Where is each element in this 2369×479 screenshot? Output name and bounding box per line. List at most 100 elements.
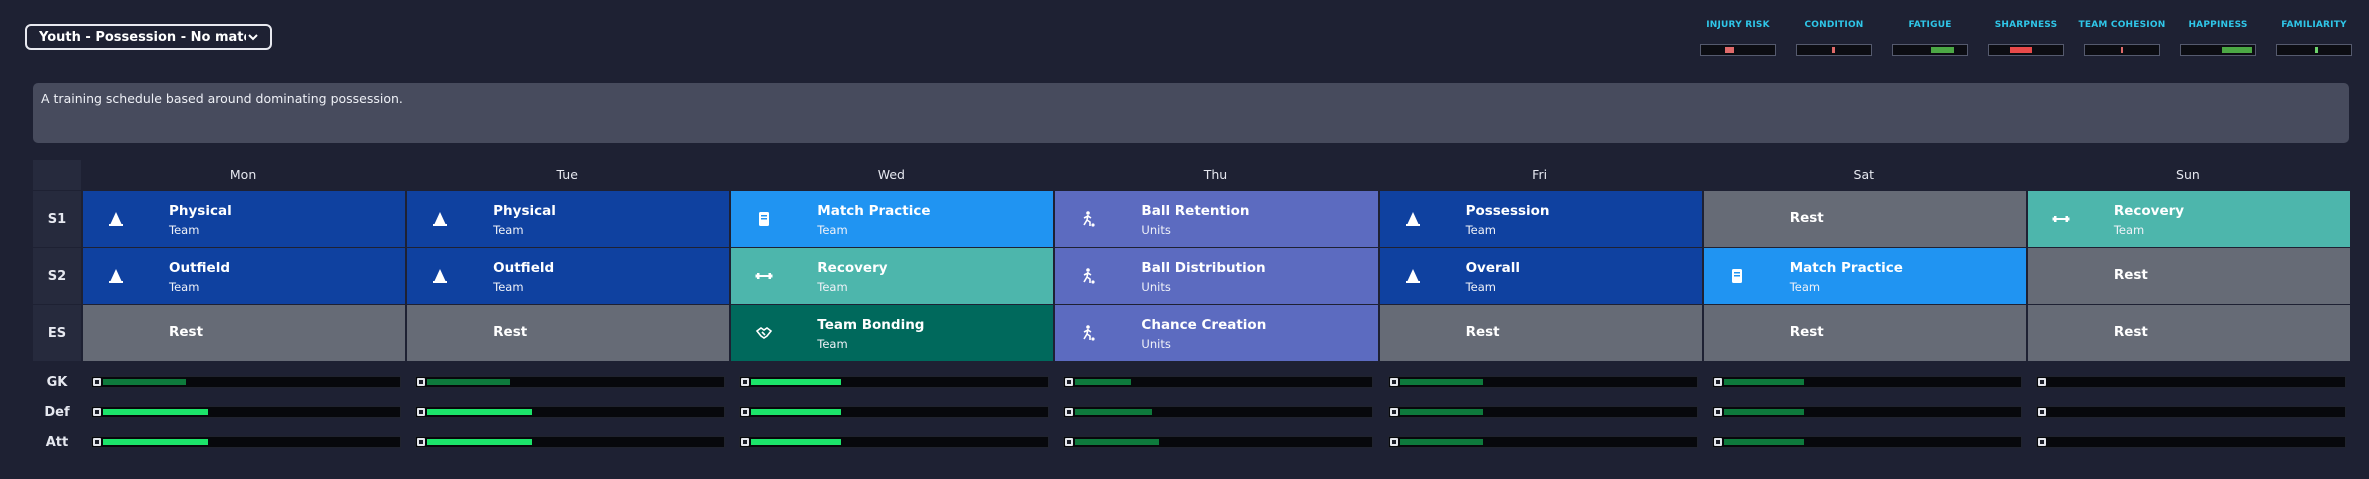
session-group: Team (817, 337, 848, 351)
meter-fatigue: FATIGUE (1882, 20, 1978, 56)
meter-injury-risk: INJURY RISK (1690, 20, 1786, 56)
session-cell-wed-s1[interactable]: Match Practice Team (731, 191, 1054, 247)
meter-fill (1724, 47, 1735, 53)
session-text: Ball Distribution Units (1141, 260, 1265, 294)
session-text: Rest (1790, 324, 1824, 340)
workload-fill (427, 409, 532, 415)
session-cell-sun-s1[interactable]: Recovery Team (2027, 191, 2350, 247)
session-cell-mon-es[interactable]: Rest (83, 305, 406, 361)
workload-cell-mon (83, 427, 405, 457)
meter-team-cohesion: TEAM COHESION (2074, 20, 2170, 56)
schedule-dropdown-label: Youth - Possession - No matc... (39, 29, 246, 45)
meter-happiness: HAPPINESS (2170, 20, 2266, 56)
session-group: Team (1465, 280, 1496, 294)
session-name: Physical (169, 203, 232, 219)
day-header-wed: Wed (877, 167, 905, 182)
session-cell-mon-s2[interactable]: Outfield Team (83, 248, 406, 304)
workload-cell-fri (1380, 427, 1702, 457)
workload-bar (2035, 376, 2346, 388)
workload-marker-icon (741, 438, 750, 446)
header-corner (33, 160, 81, 190)
session-cell-sat-es[interactable]: Rest (1703, 305, 2026, 361)
session-cell-mon-s1[interactable]: Physical Team (83, 191, 406, 247)
workload-fill (103, 439, 208, 445)
session-cell-fri-es[interactable]: Rest (1379, 305, 1702, 361)
meter-bar (1988, 44, 2064, 56)
workload-bar (739, 406, 1050, 418)
meter-label: FAMILIARITY (2281, 20, 2347, 30)
session-text: Physical Team (493, 203, 556, 237)
session-cell-sun-s2[interactable]: Rest (2027, 248, 2350, 304)
meter-label: SHARPNESS (1994, 20, 2058, 30)
session-cell-sun-es[interactable]: Rest (2027, 305, 2350, 361)
workload-bar (91, 376, 401, 388)
session-name: Rest (1789, 324, 1824, 340)
workload-bar (1711, 376, 2022, 388)
workload-fill (103, 409, 208, 415)
meter-sharpness: SHARPNESS (1978, 20, 2074, 56)
workload-marker-icon (93, 438, 101, 446)
dumbbell-icon (2052, 216, 2070, 222)
workload-fill (427, 379, 511, 385)
workload-marker-icon (1389, 408, 1398, 416)
workload-cell-sun (2028, 367, 2350, 397)
session-cell-thu-s1[interactable]: Ball Retention Units (1055, 191, 1378, 247)
workload-cell-sat (1704, 397, 2026, 427)
meter-familiarity: FAMILIARITY (2266, 20, 2362, 56)
workload-marker-icon (417, 408, 426, 416)
meter-fill (1931, 47, 1954, 53)
workload-bar (1063, 376, 1374, 388)
workload-fill (1075, 379, 1131, 385)
cone-icon (433, 269, 448, 283)
session-group: Team (169, 223, 200, 237)
session-text: Outfield Team (169, 260, 230, 294)
dumbbell-icon (755, 273, 773, 279)
session-cell-fri-s1[interactable]: Possession Team (1379, 191, 1702, 247)
session-name: Rest (2113, 324, 2148, 340)
session-row-s2: S2 Outfield Team Outfield Team Recovery Team Ba… (33, 248, 2350, 304)
workload-cell-sat (1704, 427, 2026, 457)
session-label: S1 (33, 191, 81, 247)
session-cell-fri-s2[interactable]: Overall Team (1379, 248, 1702, 304)
session-cell-tue-s1[interactable]: Physical Team (407, 191, 730, 247)
session-text: Possession Team (1466, 203, 1550, 237)
workload-bar (739, 376, 1050, 388)
workload-bar (1711, 406, 2022, 418)
workload-cell-sun (2028, 427, 2350, 457)
session-cell-thu-s2[interactable]: Ball Distribution Units (1055, 248, 1378, 304)
workload-label: Att (45, 434, 69, 450)
cone-icon (109, 212, 123, 226)
workload-bar (91, 436, 401, 448)
player-ball-icon (1083, 325, 1096, 341)
workload-marker-icon (2037, 408, 2046, 416)
session-cell-sat-s1[interactable]: Rest (1703, 191, 2026, 247)
workload-marker-icon (417, 438, 426, 446)
handshake-icon (756, 327, 773, 339)
workload-fill (751, 409, 841, 415)
schedule-dropdown[interactable]: Youth - Possession - No matc... (25, 24, 272, 50)
session-text: Match Practice Team (1790, 260, 1903, 294)
session-text: Match Practice Team (817, 203, 930, 237)
workload-cell-tue (407, 397, 729, 427)
session-label: S2 (33, 248, 81, 304)
session-cell-tue-es[interactable]: Rest (407, 305, 730, 361)
day-header-sat: Sat (1853, 167, 1875, 182)
workload-label: Def (44, 404, 70, 420)
session-cell-wed-s2[interactable]: Recovery Team (731, 248, 1054, 304)
session-cell-sat-s2[interactable]: Match Practice Team (1703, 248, 2026, 304)
workload-marker-icon (2037, 438, 2046, 446)
session-name: Ball Distribution (1141, 260, 1266, 276)
workload-fill (1399, 409, 1483, 415)
session-text: Rest (169, 324, 203, 340)
session-cell-thu-es[interactable]: Chance Creation Units (1055, 305, 1378, 361)
day-header-sun: Sun (2176, 167, 2200, 182)
meter-bar (2180, 44, 2256, 56)
workload-marker-icon (741, 378, 750, 386)
session-text: Recovery Team (817, 260, 887, 294)
cone-icon (1405, 269, 1420, 283)
session-text: Team Bonding Team (817, 317, 924, 351)
session-cell-wed-es[interactable]: Team Bonding Team (731, 305, 1054, 361)
session-cell-tue-s2[interactable]: Outfield Team (407, 248, 730, 304)
workload-marker-icon (93, 408, 101, 416)
workload-fill (1399, 439, 1483, 445)
